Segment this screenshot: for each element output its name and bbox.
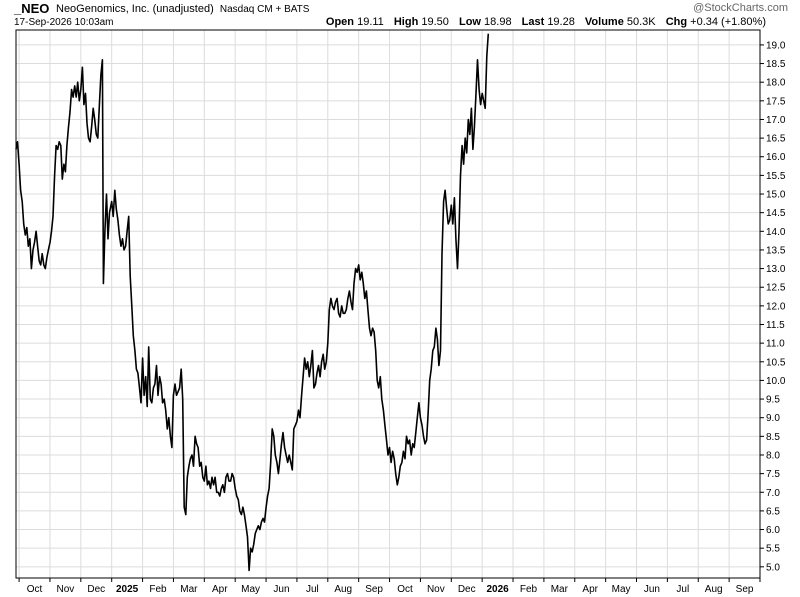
high-label: High — [393, 16, 419, 28]
x-tick-label: Aug — [705, 584, 723, 595]
x-tick-label: 2025 — [116, 584, 139, 595]
x-tick-label: Feb — [520, 584, 538, 595]
price-stats: Open 19.11 High 19.50 Low 18.98 Last 19.… — [326, 16, 766, 28]
y-tick-label: 7.5 — [766, 469, 780, 480]
x-tick-label: Dec — [458, 584, 476, 595]
x-tick-label: Jul — [676, 584, 689, 595]
y-tick-label: 5.5 — [766, 544, 780, 555]
y-tick-label: 17.0 — [766, 115, 786, 126]
x-tick-label: Jul — [306, 584, 319, 595]
y-tick-label: 15.5 — [766, 171, 786, 182]
volume-label: Volume — [584, 16, 624, 28]
chart-date: 17-Sep-2026 10:03am — [14, 17, 114, 28]
low-value: 18.98 — [484, 16, 512, 28]
y-tick-label: 6.0 — [766, 525, 780, 536]
open-label: Open — [325, 16, 355, 28]
y-tick-label: 15.0 — [766, 190, 786, 201]
y-tick-label: 5.0 — [766, 562, 780, 573]
y-tick-label: 18.5 — [766, 59, 786, 70]
grid-lines — [16, 30, 761, 578]
y-tick-label: 8.0 — [766, 450, 780, 461]
x-tick-label: Sep — [365, 584, 383, 595]
x-tick-label: Aug — [334, 584, 352, 595]
y-tick-label: 7.0 — [766, 488, 780, 499]
y-tick-label: 8.5 — [766, 432, 780, 443]
y-tick-label: 10.5 — [766, 357, 786, 368]
x-tick-label: Mar — [551, 584, 569, 595]
exchange-label: Nasdaq CM + BATS — [219, 4, 310, 15]
y-tick-label: 12.0 — [766, 301, 786, 312]
x-tick-label: Mar — [180, 584, 198, 595]
x-tick-label: Jun — [273, 584, 289, 595]
y-tick-label: 18.0 — [766, 78, 786, 89]
x-tick-label: Sep — [736, 584, 754, 595]
y-tick-label: 10.0 — [766, 376, 786, 387]
stockcharts-credit[interactable]: @StockCharts.com — [693, 2, 788, 14]
x-tick-label: May — [612, 584, 631, 595]
y-tick-label: 13.0 — [766, 264, 786, 275]
y-tick-label: 11.0 — [766, 339, 785, 350]
plot-frame — [15, 29, 761, 579]
company-name: NeoGenomics, Inc. (unadjusted) — [56, 3, 214, 15]
y-tick-label: 14.0 — [766, 227, 786, 238]
y-tick-label: 17.5 — [766, 96, 786, 107]
x-tick-label: Jun — [644, 584, 660, 595]
y-axis: 5.0 5.5 6.0 6.5 7.0 7.5 8.0 8.5 9.0 9.5 10.0 10.5 11… — [760, 40, 786, 573]
last-label: Last — [521, 16, 545, 28]
x-tick-label: Nov — [427, 584, 445, 595]
x-tick-label: Nov — [56, 584, 74, 595]
x-tick-label: 2026 — [486, 584, 509, 595]
last-value: 19.28 — [547, 16, 575, 28]
security-name: NeoGenomics, Inc. (unadjusted) Nasdaq CM… — [56, 3, 309, 15]
y-tick-label: 6.5 — [766, 506, 780, 517]
y-tick-label: 19.0 — [766, 40, 786, 51]
y-tick-label: 12.5 — [766, 283, 786, 294]
chg-value: +0.34 (+1.80%) — [690, 16, 766, 28]
ticker-symbol: _NEO — [14, 1, 50, 16]
y-tick-label: 14.5 — [766, 208, 786, 219]
y-tick-label: 16.0 — [766, 152, 786, 163]
y-tick-label: 9.5 — [766, 395, 780, 406]
x-tick-label: Apr — [582, 584, 598, 595]
chart-header: _NEO NeoGenomics, Inc. (unadjusted) Nasd… — [0, 0, 800, 30]
price-line — [15, 33, 490, 572]
x-tick-label: Oct — [397, 584, 413, 595]
y-tick-label: 13.5 — [766, 245, 786, 256]
x-tick-label: Apr — [212, 584, 228, 595]
x-tick-label: Feb — [149, 584, 167, 595]
y-tick-label: 9.0 — [766, 413, 780, 424]
chg-label: Chg — [665, 16, 688, 28]
y-tick-label: 11.5 — [766, 320, 785, 331]
x-tick-label: Dec — [87, 584, 105, 595]
x-tick-label: May — [241, 584, 260, 595]
low-label: Low — [458, 16, 481, 28]
y-tick-label: 16.5 — [766, 134, 786, 145]
x-tick-label: Oct — [27, 584, 43, 595]
x-axis: Oct Nov Dec 2025 Feb Mar Apr May Jun Jul Aug Sep Oct… — [18, 578, 761, 595]
open-value: 19.11 — [357, 16, 384, 28]
volume-value: 50.3K — [626, 16, 656, 28]
high-value: 19.50 — [421, 16, 449, 28]
